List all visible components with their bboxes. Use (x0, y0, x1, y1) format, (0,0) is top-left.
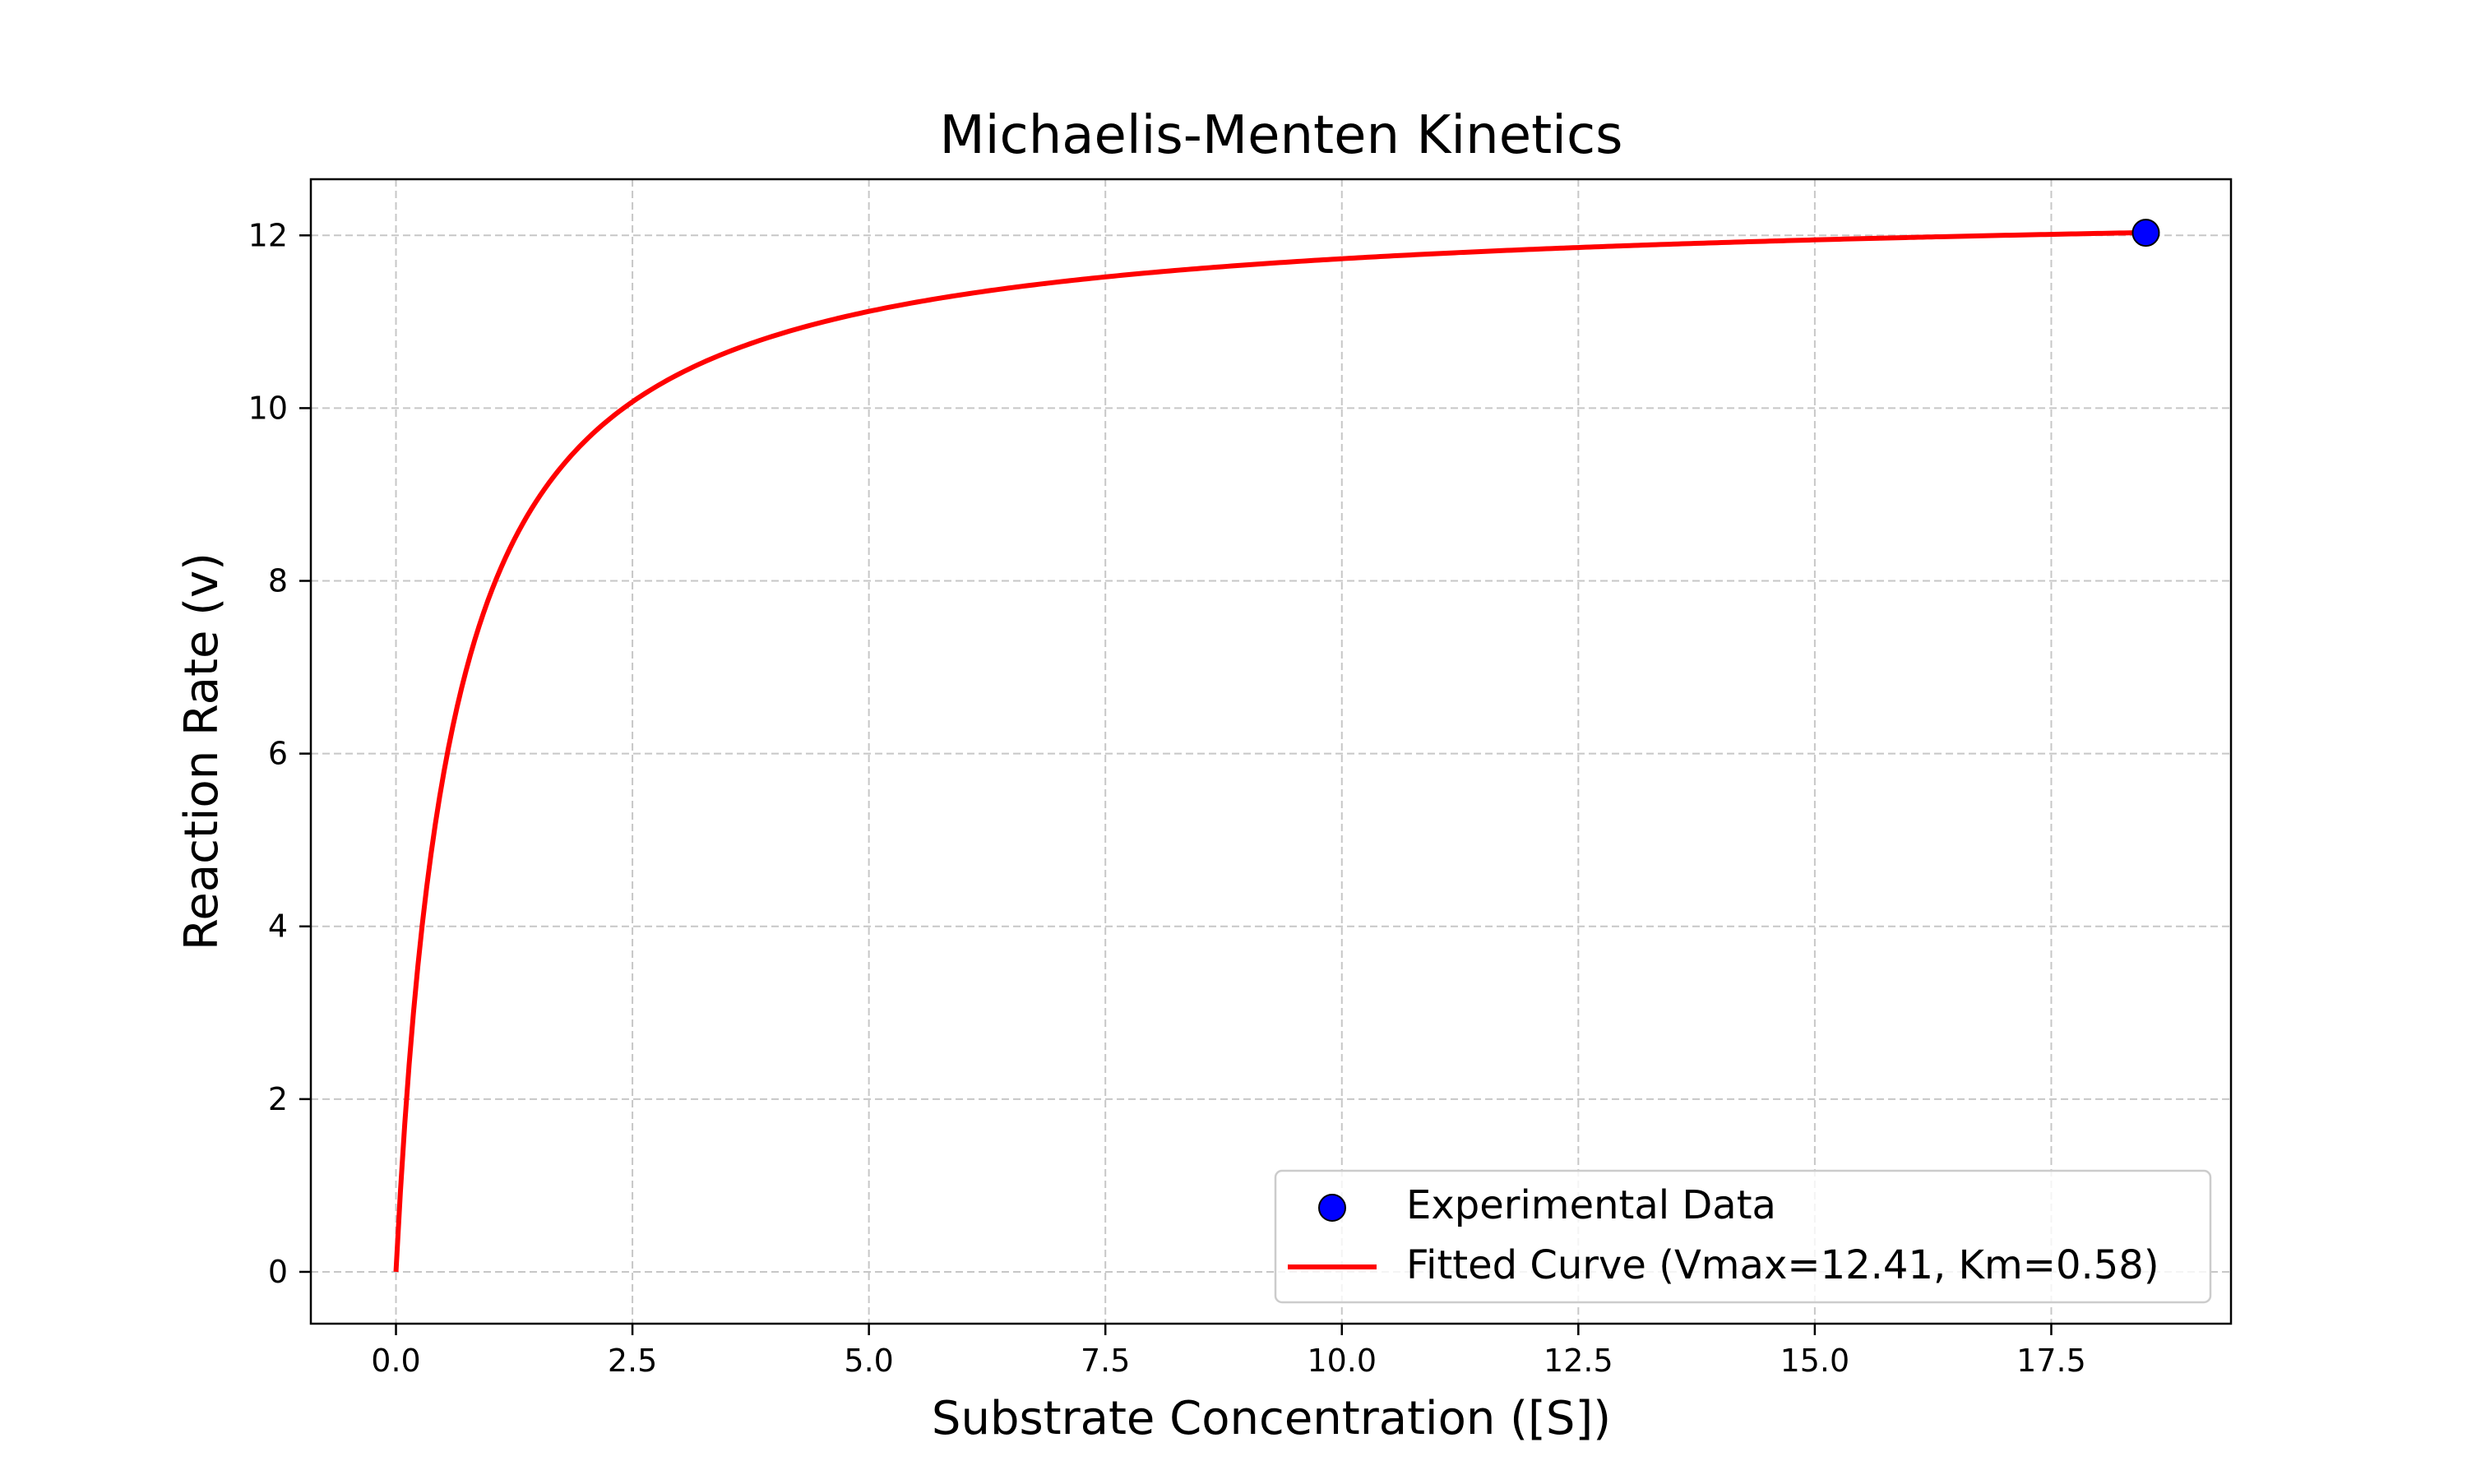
legend-box (1274, 1169, 2212, 1304)
y-tick-label: 10 (248, 390, 288, 426)
legend-scatter-marker (1318, 1194, 1346, 1222)
y-tick-label: 4 (268, 908, 288, 945)
y-tick-label: 6 (268, 736, 288, 772)
experimental-data-point (2131, 219, 2160, 247)
x-tick-label: 12.5 (1544, 1343, 1613, 1379)
x-tick-label: 7.5 (1081, 1343, 1130, 1379)
line-layer (393, 229, 2146, 1273)
x-axis-ticks: 0.0 2.5 5.0 7.5 10.0 12.5 15.0 17.5 (371, 1324, 2086, 1379)
x-axis-label: Substrate Concentration ([S]) (932, 1392, 1611, 1445)
legend-scatter-label: Experimental Data (1406, 1182, 1776, 1228)
y-tick-label: 0 (268, 1254, 288, 1290)
grid-layer (311, 179, 2231, 1324)
y-tick-label: 2 (268, 1081, 288, 1117)
chart-title: Michaelis-Menten Kinetics (940, 105, 1623, 166)
y-tick-label: 8 (268, 563, 288, 599)
point-layer (2131, 219, 2160, 247)
legend-line-label: Fitted Curve (Vmax=12.41, Km=0.58) (1406, 1242, 2159, 1288)
x-tick-label: 15.0 (1780, 1343, 1850, 1379)
x-tick-label: 17.5 (2016, 1343, 2086, 1379)
x-tick-label: 10.0 (1307, 1343, 1377, 1379)
y-tick-label: 12 (248, 217, 288, 253)
x-tick-label: 0.0 (371, 1343, 420, 1379)
x-tick-label: 2.5 (608, 1343, 657, 1379)
y-axis-ticks: 0 2 4 6 8 10 12 (248, 217, 311, 1290)
fitted-curve-line (393, 229, 2146, 1273)
x-tick-label: 5.0 (844, 1343, 893, 1379)
legend: Experimental Data Fitted Curve (Vmax=12.… (1274, 1169, 2212, 1304)
y-axis-label: Reaction Rate (v) (175, 552, 229, 950)
plot-frame (309, 178, 2233, 1325)
